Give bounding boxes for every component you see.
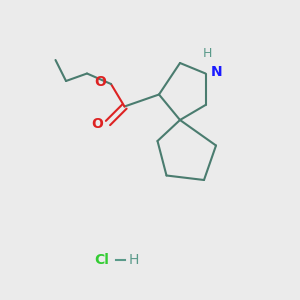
Text: O: O xyxy=(92,118,104,131)
Text: Cl: Cl xyxy=(94,253,110,266)
Text: H: H xyxy=(202,47,212,61)
Text: O: O xyxy=(94,75,106,88)
Text: H: H xyxy=(128,253,139,266)
Text: N: N xyxy=(211,65,223,79)
